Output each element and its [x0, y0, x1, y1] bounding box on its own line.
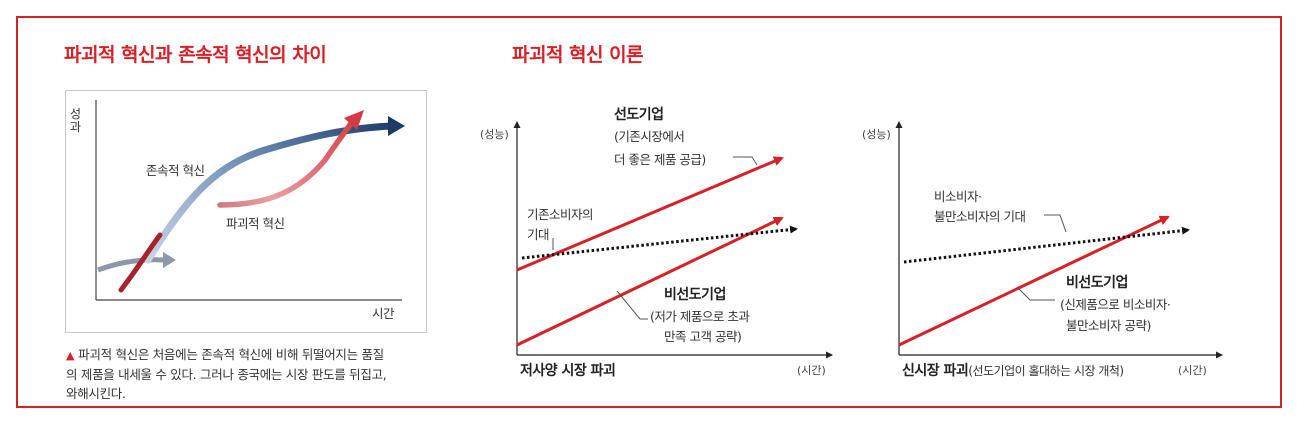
right-title: 파괴적 혁신 이론 [512, 44, 644, 66]
sustaining-innovation-curve [144, 116, 405, 264]
new-market-y-axis-label: (성능) [862, 128, 891, 141]
outer-frame [16, 16, 1282, 408]
low-end-callouts [552, 156, 758, 320]
nonleader-desc-2-new-market: 불만소비자 공략) [1066, 318, 1151, 333]
leader-line-low-end [516, 156, 784, 272]
low-end-y-axis-label: (성능) [480, 128, 509, 141]
existing-expect-2: 기대 [527, 227, 550, 242]
leader-label: 선도기업 [614, 107, 664, 123]
nonleader-desc-1-new-market: (신제품으로 비소비자· [1060, 297, 1171, 312]
left-axes [95, 100, 402, 301]
triangle-bullet-icon: ▲ [66, 349, 75, 362]
leader-desc-1: (기존시장에서 [614, 129, 685, 144]
low-end-x-axis-label: (시간) [797, 364, 826, 377]
new-market-callouts [1016, 214, 1067, 301]
low-end-axes [513, 121, 833, 359]
sustaining-innovation-label: 존속적 혁신 [146, 163, 205, 178]
left-y-axis-label: 성과 [70, 107, 81, 134]
left-x-axis-label: 시간 [372, 306, 395, 321]
nonleader-desc-2-low-end: 만족 고객 공략) [664, 329, 742, 344]
nonleader-label-low-end: 비선도기업 [664, 287, 726, 303]
nonleader-line-low-end [516, 216, 784, 347]
disruptive-innovation-label: 파괴적 혁신 [226, 216, 285, 231]
noncustomer-expect-2: 불만소비자의 기대 [934, 209, 1026, 224]
expectation-line-low-end [521, 225, 798, 260]
expectation-line-new-market [903, 226, 1190, 264]
disruptive-innovation-curve [118, 110, 364, 293]
left-title: 파괴적 혁신과 존속적 혁신의 차이 [64, 44, 327, 66]
figure-caption: ▲ 파괴적 혁신은 처음에는 존속적 혁신에 비해 뒤떨어지는 품질 의 제품을 … [66, 347, 387, 401]
leader-desc-2: 더 좋은 제품 공급) [614, 152, 706, 167]
new-market-x-axis-label: (시간) [1178, 364, 1207, 377]
noncustomer-expect-1: 비소비자· [934, 189, 982, 204]
existing-expect-1: 기존소비자의 [527, 207, 594, 222]
new-market-chart-title: 신시장 파괴(선도기업이 홀대하는 시장 개척) [902, 363, 1124, 379]
low-performance-arrow [97, 252, 176, 273]
new-market-axes [895, 121, 1223, 359]
nonleader-label-new-market: 비선도기업 [1066, 275, 1128, 291]
low-end-chart-title: 저사양 시장 파괴 [520, 363, 616, 379]
nonleader-desc-1-low-end: (저가 제품으로 초과 [650, 309, 750, 324]
